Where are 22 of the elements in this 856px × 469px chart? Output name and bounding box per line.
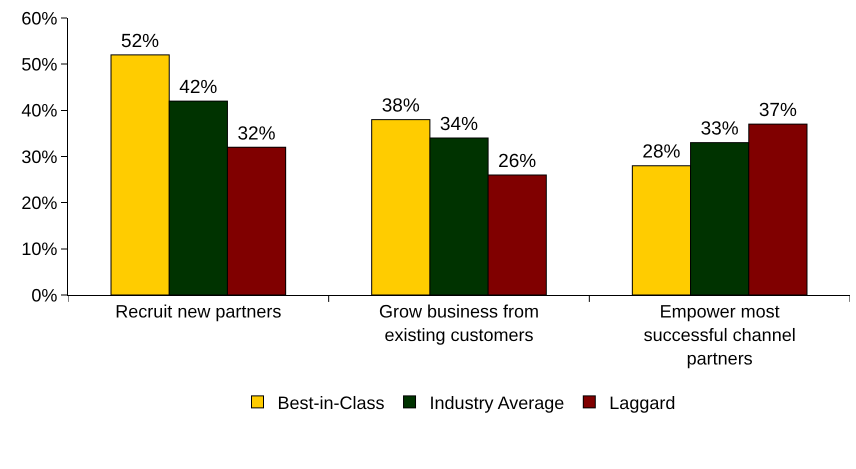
y-tick-label: 30%	[21, 146, 58, 167]
y-tick-label: 60%	[21, 8, 58, 28]
data-label: 28%	[642, 142, 681, 163]
legend-label: Best-in-Class	[278, 392, 385, 413]
y-tick-label: 10%	[21, 239, 58, 260]
data-label: 38%	[382, 96, 420, 117]
legend-label: Laggard	[609, 392, 676, 413]
data-label: 52%	[121, 30, 160, 52]
x-tick-label: Empower most successful channel partners	[644, 302, 796, 368]
x-tick-label: Recruit new partners	[115, 302, 282, 322]
y-tick-label: 40%	[21, 100, 58, 121]
y-tick-label: 0%	[31, 285, 58, 306]
y-tick-label: 20%	[21, 192, 58, 213]
data-label: 32%	[237, 123, 276, 144]
data-label: 26%	[498, 150, 536, 172]
legend-label: Industry Average	[430, 392, 564, 413]
data-label: 37%	[758, 100, 797, 122]
data-label: 34%	[440, 114, 478, 136]
data-label: 42%	[179, 77, 218, 98]
x-tick-label: Grow business from existing customers	[378, 302, 540, 345]
y-tick-label: 50%	[21, 54, 58, 74]
data-label: 33%	[700, 118, 739, 140]
